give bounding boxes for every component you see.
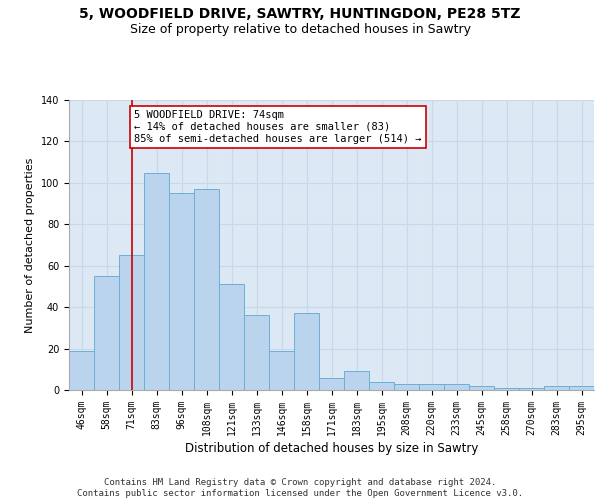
Bar [94, 276, 119, 390]
Bar [344, 372, 369, 390]
Text: 5 WOODFIELD DRIVE: 74sqm
← 14% of detached houses are smaller (83)
85% of semi-d: 5 WOODFIELD DRIVE: 74sqm ← 14% of detach… [134, 110, 422, 144]
Bar [244, 316, 269, 390]
Bar [544, 386, 569, 390]
Bar [569, 386, 594, 390]
Bar [394, 384, 419, 390]
Bar [219, 284, 244, 390]
Bar [119, 256, 144, 390]
Bar [444, 384, 469, 390]
Bar [144, 172, 169, 390]
Text: Contains HM Land Registry data © Crown copyright and database right 2024.
Contai: Contains HM Land Registry data © Crown c… [77, 478, 523, 498]
Bar [369, 382, 394, 390]
Bar [169, 193, 194, 390]
Bar [419, 384, 444, 390]
X-axis label: Distribution of detached houses by size in Sawtry: Distribution of detached houses by size … [185, 442, 478, 455]
Text: Size of property relative to detached houses in Sawtry: Size of property relative to detached ho… [130, 22, 470, 36]
Y-axis label: Number of detached properties: Number of detached properties [25, 158, 35, 332]
Bar [194, 189, 219, 390]
Bar [269, 350, 294, 390]
Bar [294, 314, 319, 390]
Bar [319, 378, 344, 390]
Bar [494, 388, 519, 390]
Bar [469, 386, 494, 390]
Text: 5, WOODFIELD DRIVE, SAWTRY, HUNTINGDON, PE28 5TZ: 5, WOODFIELD DRIVE, SAWTRY, HUNTINGDON, … [79, 8, 521, 22]
Bar [69, 350, 94, 390]
Bar [519, 388, 544, 390]
